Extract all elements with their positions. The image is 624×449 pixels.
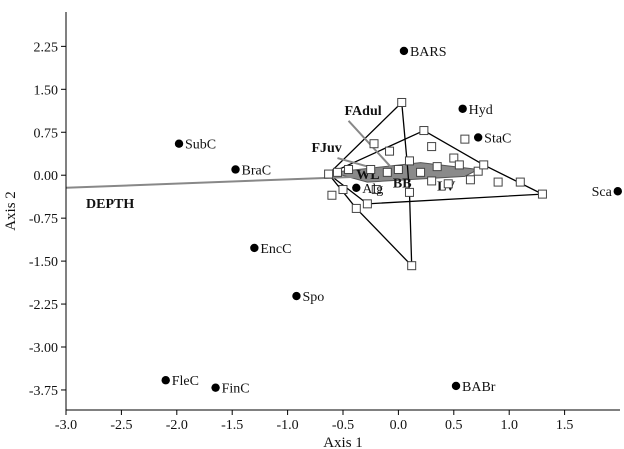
species-point bbox=[399, 46, 409, 56]
y-tick-label: 0.00 bbox=[34, 169, 59, 184]
species-point bbox=[250, 243, 259, 253]
sample-point bbox=[397, 97, 407, 107]
sample-point bbox=[479, 160, 489, 170]
sample-point bbox=[427, 142, 437, 152]
species-label: BABr bbox=[462, 380, 496, 395]
sample-point bbox=[493, 177, 503, 187]
species-point bbox=[161, 376, 170, 385]
sample-point bbox=[460, 134, 470, 144]
y-tick-label: -1.50 bbox=[29, 255, 58, 270]
sample-point bbox=[327, 190, 337, 200]
x-tick-label: 1.5 bbox=[556, 418, 574, 433]
sample-point bbox=[419, 126, 429, 136]
y-axis-label: Axis 2 bbox=[3, 191, 19, 231]
sample-point bbox=[515, 177, 525, 187]
sample-point bbox=[362, 199, 372, 209]
species-label: Spo bbox=[302, 290, 324, 305]
vector-label: DEPTH bbox=[86, 197, 134, 212]
species-label: EncC bbox=[260, 242, 291, 257]
sample-point bbox=[338, 185, 348, 195]
x-tick-label: 0.0 bbox=[390, 418, 408, 433]
sample-point bbox=[432, 162, 442, 172]
species-point bbox=[352, 183, 361, 193]
x-axis-label: Axis 1 bbox=[323, 435, 363, 449]
sample-point bbox=[407, 261, 417, 271]
species-point bbox=[473, 133, 483, 142]
sample-point bbox=[344, 164, 354, 174]
vector-layer: DEPTHFAdulFJuvWLBBLV bbox=[65, 104, 455, 212]
y-tick-label: -3.75 bbox=[29, 384, 58, 399]
x-tick-label: -2.0 bbox=[166, 418, 188, 433]
sample-layer bbox=[324, 97, 547, 271]
sample-point bbox=[404, 187, 414, 197]
species-label: Sca bbox=[592, 185, 613, 200]
sample-point bbox=[371, 185, 381, 195]
species-layer: BARS Hyd StaC SubC BraC Sca EncC Spo FleC FinC BAB… bbox=[161, 45, 622, 397]
species-point bbox=[292, 291, 301, 301]
sample-point bbox=[404, 156, 414, 166]
x-tick-label: -3.0 bbox=[55, 418, 77, 433]
sample-point bbox=[416, 167, 426, 177]
x-tick-label: 1.0 bbox=[500, 418, 518, 433]
species-label: Alg bbox=[362, 182, 383, 197]
species-label: FleC bbox=[172, 374, 199, 389]
y-tick-label: -2.25 bbox=[29, 298, 58, 313]
vector-line bbox=[65, 174, 399, 189]
y-tick-label: 0.75 bbox=[34, 126, 59, 141]
species-point bbox=[613, 187, 622, 196]
species-point bbox=[451, 381, 461, 391]
sample-point bbox=[393, 164, 403, 174]
y-tick-label: -0.75 bbox=[29, 212, 58, 227]
x-tick-label: -2.5 bbox=[110, 418, 132, 433]
sample-point bbox=[366, 164, 376, 174]
sample-point bbox=[473, 166, 483, 176]
species-point bbox=[174, 139, 184, 148]
sample-point bbox=[351, 203, 361, 213]
vector-label: FJuv bbox=[311, 141, 341, 156]
y-tick-label: 2.25 bbox=[34, 40, 59, 55]
sample-point bbox=[382, 167, 392, 177]
species-label: BraC bbox=[242, 163, 272, 178]
species-label: BARS bbox=[410, 45, 447, 60]
species-label: SubC bbox=[185, 138, 216, 153]
sample-point bbox=[443, 179, 453, 189]
sample-point bbox=[449, 153, 459, 163]
y-tick-label: -3.00 bbox=[29, 341, 58, 356]
species-point bbox=[211, 383, 220, 392]
axes-layer: -3.0 -2.5 -2.0 -1.5 -1.0 -0.5 0.0 0.5 1.0 1.5 2.25… bbox=[29, 12, 620, 433]
x-tick-label: -1.0 bbox=[277, 418, 299, 433]
y-tick-label: 1.50 bbox=[34, 83, 59, 98]
sample-point bbox=[427, 176, 437, 186]
sample-point bbox=[332, 167, 342, 177]
species-label: StaC bbox=[484, 131, 511, 146]
vector-label: FAdul bbox=[345, 104, 382, 119]
species-label: FinC bbox=[222, 382, 250, 397]
species-point bbox=[231, 165, 240, 174]
sample-point bbox=[324, 169, 334, 179]
sample-point bbox=[385, 146, 395, 156]
sample-point bbox=[465, 175, 475, 185]
x-tick-label: 0.5 bbox=[445, 418, 463, 433]
sample-point bbox=[537, 189, 547, 199]
x-tick-label: -1.5 bbox=[221, 418, 243, 433]
species-label: Hyd bbox=[469, 103, 493, 118]
species-point bbox=[458, 104, 467, 113]
x-tick-label: -0.5 bbox=[332, 418, 354, 433]
sample-point bbox=[454, 160, 464, 170]
sample-point bbox=[369, 139, 379, 149]
